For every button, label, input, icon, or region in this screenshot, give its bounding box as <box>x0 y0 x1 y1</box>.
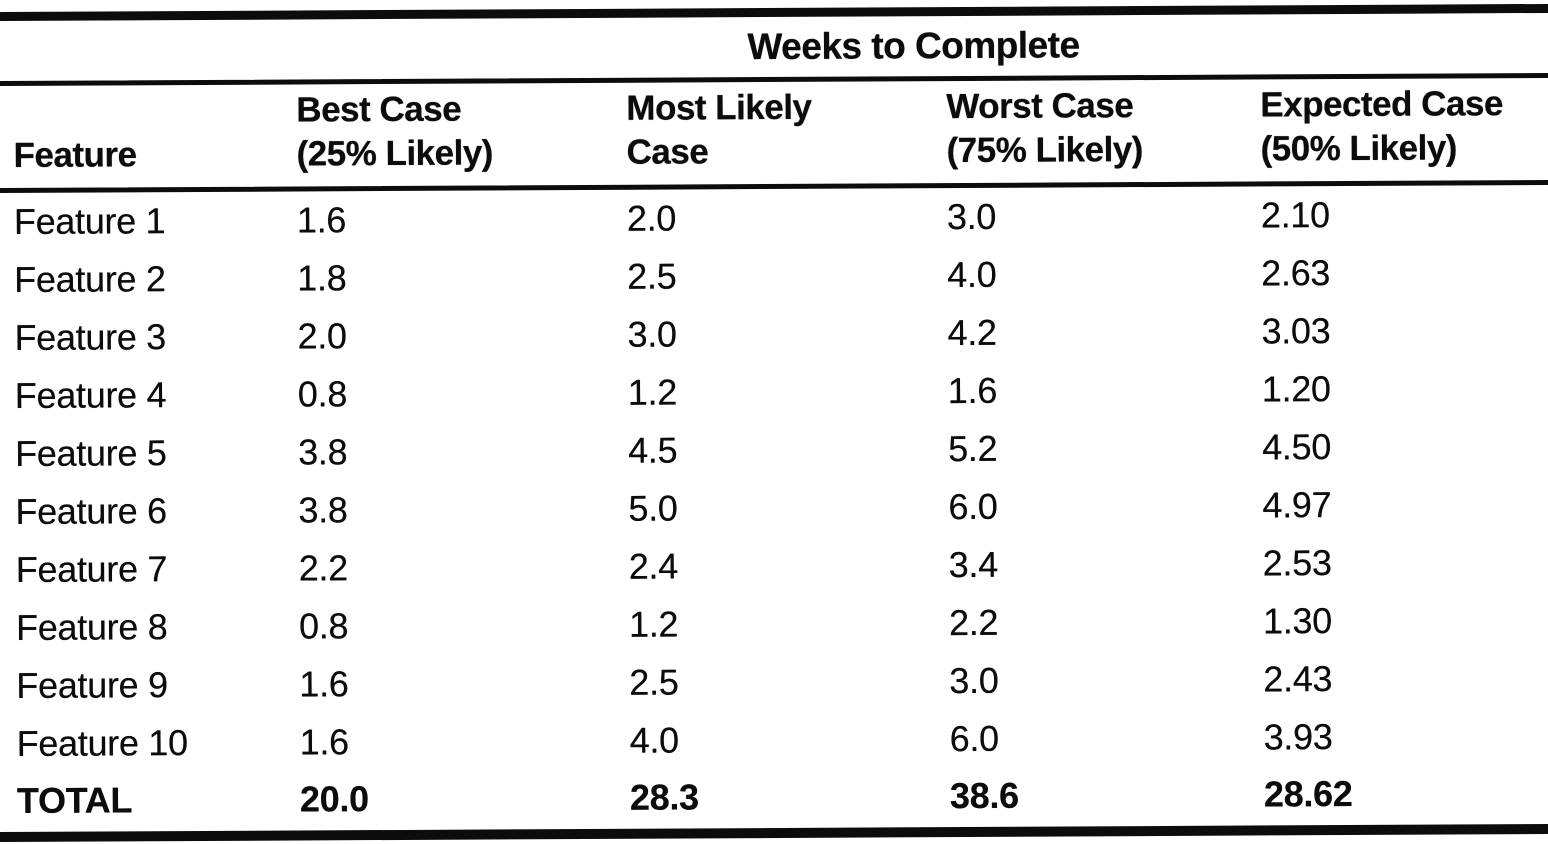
cell-feature: Feature 3 <box>14 316 167 358</box>
table-row: Feature 7 2.2 2.4 3.4 2.53 <box>1 533 1548 599</box>
cell-best-case: 1.6 <box>299 663 349 705</box>
cell-expected-case: 1.20 <box>1261 368 1331 410</box>
cell-best-case: 3.8 <box>298 431 348 473</box>
table-row: Feature 3 2.0 3.0 4.2 3.03 <box>0 301 1548 367</box>
cell-worst-case: 4.2 <box>947 311 997 354</box>
cell-expected-case: 4.97 <box>1262 484 1332 526</box>
table-row: Feature 10 1.6 4.0 6.0 3.93 <box>2 707 1548 773</box>
cell-total-most-likely: 28.3 <box>629 776 699 818</box>
cell-worst-case: 6.0 <box>948 485 998 528</box>
cell-best-case: 3.8 <box>298 489 348 531</box>
cell-feature: Feature 7 <box>15 548 168 590</box>
cell-feature: Feature 5 <box>15 432 167 474</box>
cell-total-worst-case: 38.6 <box>949 774 1019 817</box>
column-header-line: Case <box>626 132 709 172</box>
table-row: Feature 2 1.8 2.5 4.0 2.63 <box>0 243 1547 309</box>
table-title: Weeks to Complete <box>747 24 1080 68</box>
cell-worst-case: 4.0 <box>947 253 997 296</box>
cell-best-case: 1.8 <box>297 257 347 299</box>
table-row: Feature 4 0.8 1.2 1.6 1.20 <box>0 359 1548 425</box>
cell-feature: Feature 6 <box>15 490 167 532</box>
cell-most-likely: 1.2 <box>628 603 679 645</box>
cell-most-likely: 2.4 <box>628 545 679 587</box>
table-row: Feature 1 1.6 2.0 3.0 2.10 <box>0 185 1547 251</box>
cell-most-likely: 2.5 <box>629 661 679 703</box>
cell-most-likely: 5.0 <box>628 487 678 529</box>
table-row: Feature 5 3.8 4.5 5.2 4.50 <box>0 417 1548 483</box>
cell-best-case: 0.8 <box>297 373 348 415</box>
cell-best-case: 0.8 <box>298 605 349 647</box>
cell-worst-case: 3.4 <box>948 543 999 586</box>
cell-total-label: TOTAL <box>16 779 133 821</box>
cell-best-case: 1.6 <box>296 199 347 241</box>
table-row: Feature 6 3.8 5.0 6.0 4.97 <box>0 475 1548 541</box>
column-header-worst-case: Worst Case (75% Likely) <box>931 80 1246 184</box>
cell-most-likely: 4.5 <box>628 429 678 471</box>
cell-expected-case: 2.10 <box>1260 194 1330 236</box>
cell-worst-case: 2.2 <box>948 601 999 644</box>
cell-feature: Feature 10 <box>16 722 188 764</box>
column-header-line: Expected Case <box>1260 84 1503 125</box>
column-header-feature: Feature <box>0 85 282 188</box>
table-body: Feature 1 1.6 2.0 3.0 2.10 Feature 2 1.8… <box>0 185 1548 829</box>
table-row: Feature 9 1.6 2.5 3.0 2.43 <box>1 649 1548 715</box>
cell-most-likely: 2.0 <box>626 197 677 239</box>
cell-feature: Feature 1 <box>13 200 166 242</box>
cell-most-likely: 4.0 <box>629 719 679 761</box>
cell-expected-case: 1.30 <box>1262 600 1333 642</box>
cell-feature: Feature 2 <box>14 258 166 300</box>
cell-expected-case: 3.93 <box>1263 716 1333 758</box>
cell-best-case: 2.2 <box>298 547 349 589</box>
table-row: Feature 8 0.8 1.2 2.2 1.30 <box>1 591 1548 657</box>
cell-best-case: 2.0 <box>297 315 347 357</box>
cell-worst-case: 6.0 <box>949 717 999 760</box>
column-header-most-likely-case: Most Likely Case <box>611 81 932 185</box>
column-header-line: Worst Case <box>946 86 1134 127</box>
column-header-best-case: Best Case (25% Likely) <box>281 83 612 187</box>
cell-most-likely: 1.2 <box>627 371 678 413</box>
cell-expected-case: 2.53 <box>1262 542 1332 584</box>
cell-feature: Feature 9 <box>16 664 168 706</box>
cell-feature: Feature 4 <box>14 374 167 416</box>
column-header-line: Feature <box>13 135 137 175</box>
cell-worst-case: 5.2 <box>948 427 998 470</box>
cell-worst-case: 3.0 <box>946 195 997 238</box>
cell-total-best-case: 20.0 <box>299 778 369 820</box>
estimation-table: Weeks to Complete Feature Best Case (25%… <box>0 3 1548 843</box>
table-total-row: TOTAL 20.0 28.3 38.6 28.62 <box>2 765 1548 829</box>
column-header-line: Most Likely <box>626 87 812 128</box>
cell-expected-case: 2.63 <box>1261 252 1331 294</box>
cell-expected-case: 4.50 <box>1262 426 1332 468</box>
cell-expected-case: 2.43 <box>1263 658 1333 700</box>
cell-expected-case: 3.03 <box>1261 310 1331 352</box>
column-header-line: Best Case <box>296 89 462 130</box>
cell-most-likely: 2.5 <box>627 255 677 297</box>
cell-feature: Feature 8 <box>15 606 168 648</box>
cell-worst-case: 3.0 <box>949 659 999 702</box>
column-header-line: (50% Likely) <box>1260 128 1457 169</box>
column-header-expected-case: Expected Case (50% Likely) <box>1245 78 1547 182</box>
cell-worst-case: 1.6 <box>947 369 998 412</box>
cell-best-case: 1.6 <box>299 721 349 763</box>
cell-most-likely: 3.0 <box>627 313 677 355</box>
spanning-header-row: Weeks to Complete <box>0 13 1546 81</box>
column-header-row: Feature Best Case (25% Likely) Most Like… <box>0 78 1547 188</box>
column-header-line: (75% Likely) <box>946 130 1143 171</box>
column-header-line: (25% Likely) <box>296 133 493 174</box>
cell-total-expected-case: 28.62 <box>1263 772 1353 815</box>
